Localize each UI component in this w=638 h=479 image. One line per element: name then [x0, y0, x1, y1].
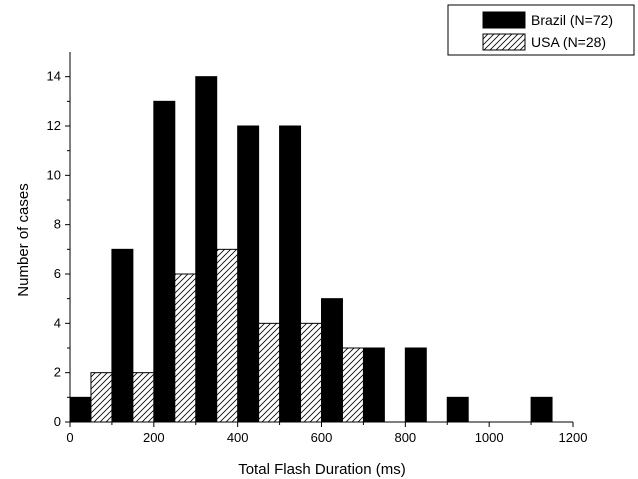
y-tick-label: 2 [54, 365, 61, 380]
legend: Brazil (N=72) USA (N=28) [447, 4, 635, 56]
bar-brazil-400 [237, 125, 260, 423]
x-tick-label: 200 [143, 430, 165, 445]
bar-brazil-0 [69, 396, 92, 423]
bar-brazil-300 [195, 76, 218, 423]
legend-label-brazil: Brazil (N=72) [531, 12, 613, 28]
bars-group [69, 76, 553, 423]
bar-brazil-700 [362, 347, 385, 423]
x-tick-label: 1200 [559, 430, 588, 445]
bar-brazil-100 [111, 248, 134, 423]
bar-brazil-200 [153, 100, 176, 423]
y-tick-label: 8 [54, 217, 61, 232]
x-tick-label: 1000 [475, 430, 504, 445]
y-tick-label: 10 [47, 167, 61, 182]
bar-usa-0 [90, 372, 113, 423]
legend-label-usa: USA (N=28) [531, 34, 606, 50]
y-tick-label: 6 [54, 266, 61, 281]
y-tick-label: 0 [54, 414, 61, 429]
bar-usa-100 [132, 372, 155, 423]
x-axis-title: Total Flash Duration (ms) [238, 461, 406, 478]
bar-usa-200 [174, 273, 197, 423]
legend-swatch-brazil [482, 11, 526, 29]
y-tick-label: 14 [47, 69, 61, 84]
bar-usa-300 [216, 248, 239, 423]
x-tick-label: 400 [227, 430, 249, 445]
x-tick-label: 600 [311, 430, 333, 445]
bar-usa-500 [300, 322, 322, 423]
y-tick-label: 12 [47, 118, 61, 133]
y-tick-label: 4 [54, 315, 61, 330]
legend-swatch-usa [482, 33, 526, 51]
x-tick-label: 0 [66, 430, 73, 445]
y-axis-title: Number of cases [15, 183, 32, 296]
bar-brazil-800 [404, 347, 427, 423]
bar-brazil-900 [446, 396, 469, 423]
bar-brazil-1100 [530, 396, 553, 423]
axes-group: 0 200 400 600 800 1000 1200 0 2 4 6 8 10 12 14 [47, 52, 588, 445]
bar-usa-400 [258, 322, 281, 423]
bar-brazil-500 [279, 125, 302, 423]
bar-usa-600 [341, 347, 364, 423]
legend-box [447, 4, 635, 56]
x-tick-label: 800 [394, 430, 416, 445]
bar-brazil-600 [321, 298, 343, 423]
